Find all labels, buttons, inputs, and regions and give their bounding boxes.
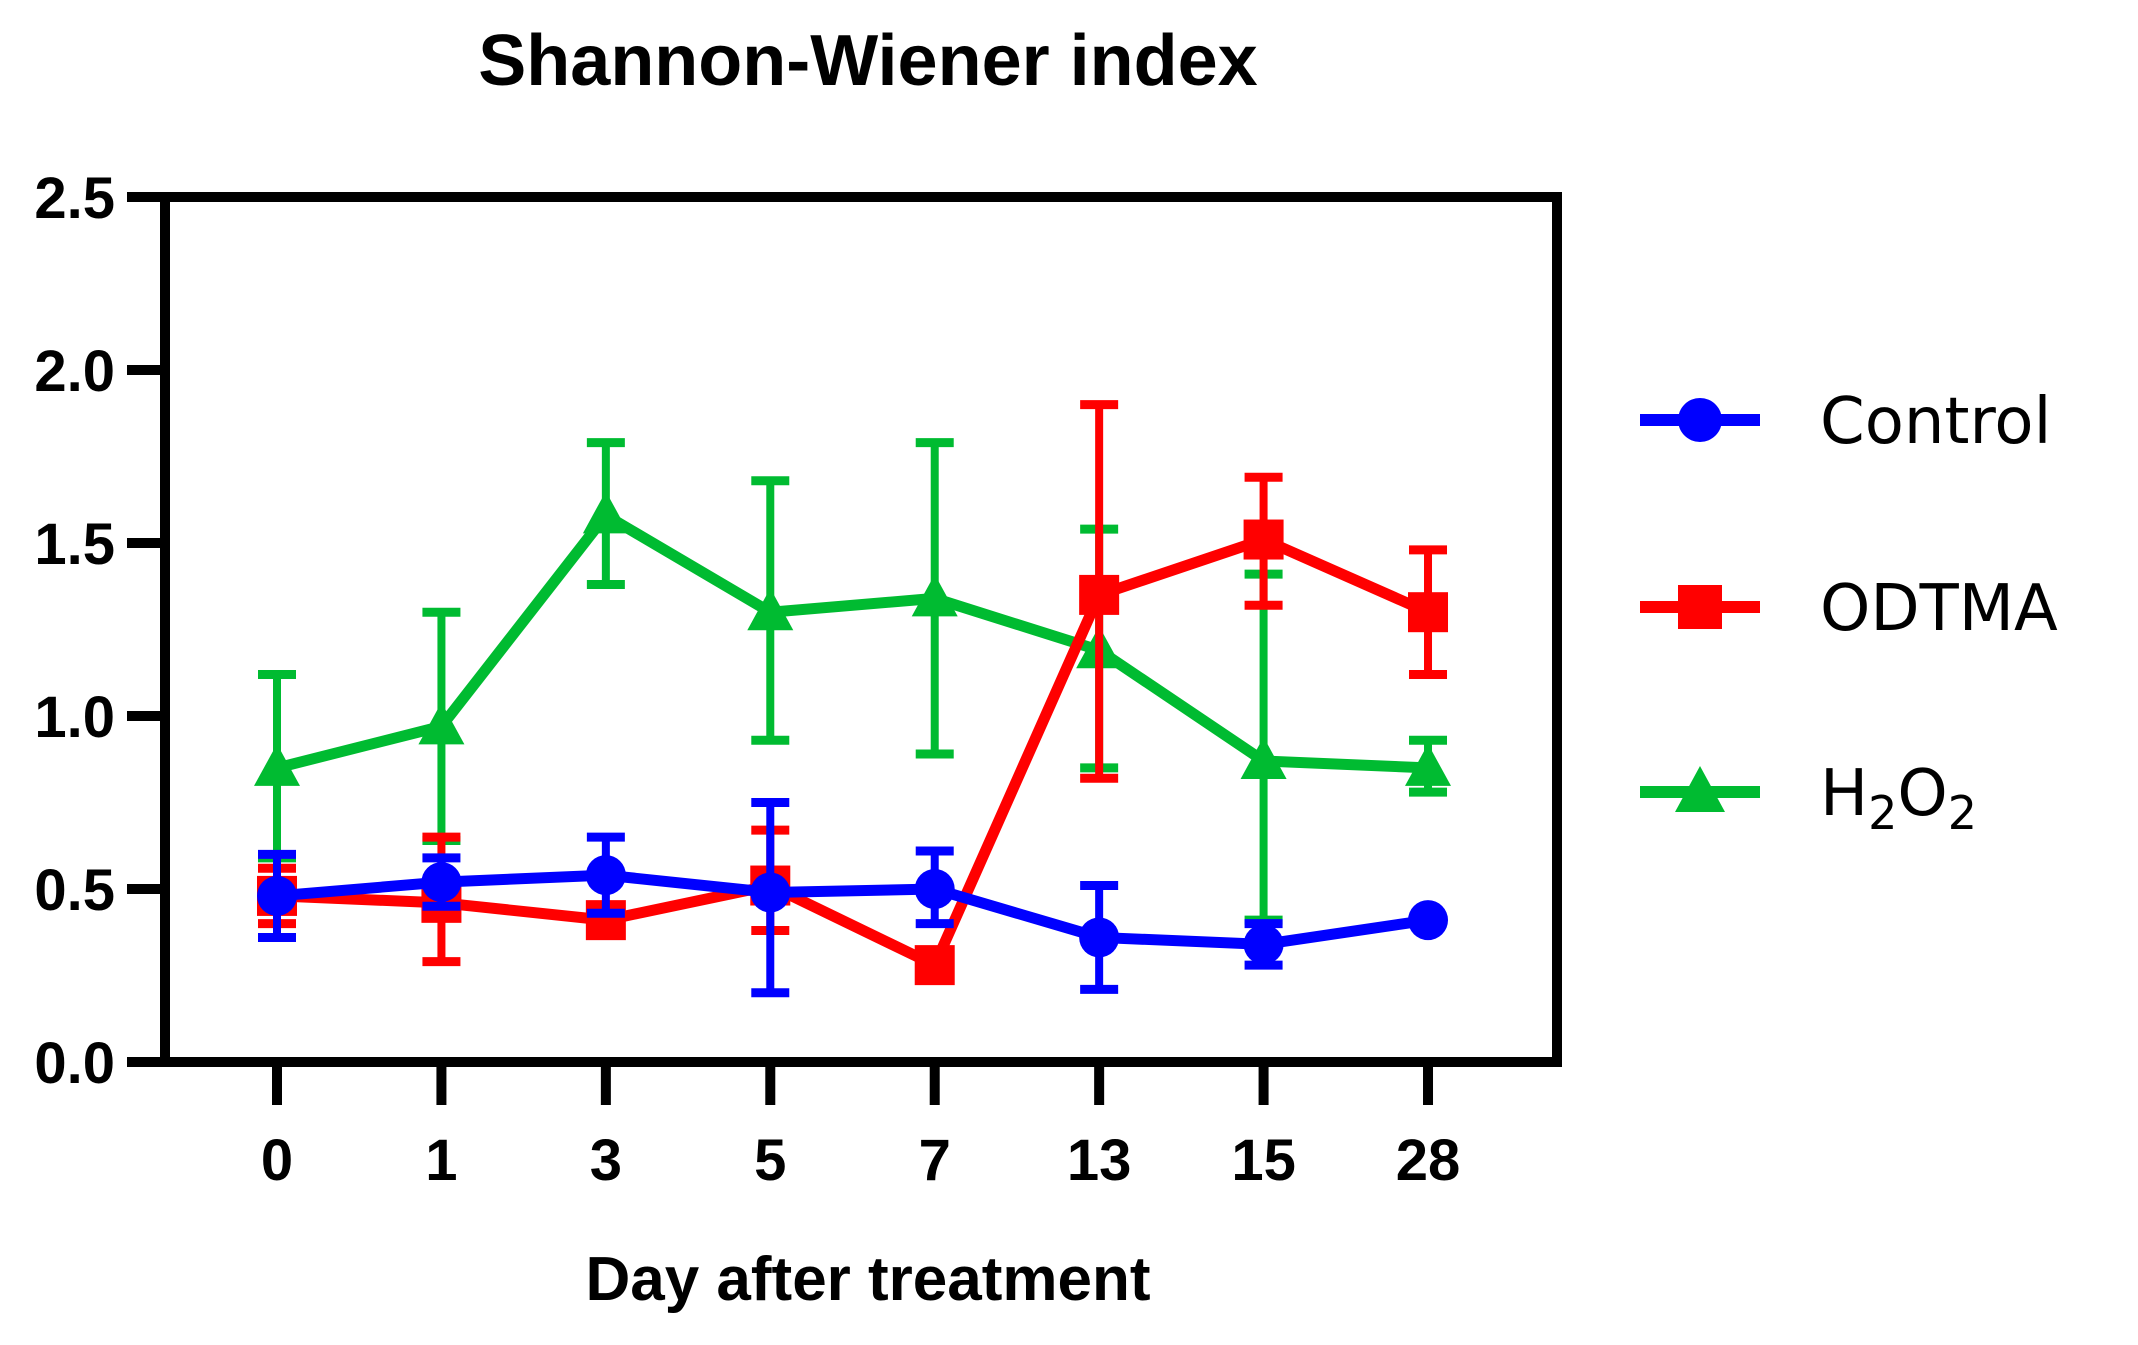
data-point-marker — [1408, 900, 1449, 941]
x-axis-label: Day after treatment — [585, 1245, 1150, 1314]
series-odtma — [257, 400, 1449, 986]
legend-marker-triangle — [1675, 766, 1725, 812]
plot-frame — [160, 192, 1562, 1067]
legend: Control ODTMA H2O2 — [1640, 385, 2058, 840]
x-tick-label: 5 — [754, 1128, 786, 1193]
y-tick-label: 1.5 — [34, 512, 115, 577]
series-layer — [254, 400, 1452, 998]
legend-label-h2o2: H2O2 — [1820, 757, 1977, 840]
data-point-marker — [914, 945, 955, 986]
series-control — [257, 798, 1449, 998]
series-line — [276, 533, 1431, 973]
data-point-marker — [257, 875, 297, 916]
x-tick-label: 15 — [1231, 1128, 1296, 1193]
data-point-marker — [1243, 519, 1284, 560]
y-tick-label: 0.5 — [34, 858, 115, 923]
x-tick-label: 7 — [919, 1128, 951, 1193]
data-point-marker — [1408, 592, 1449, 633]
series-h2o2 — [254, 438, 1452, 925]
x-tick-label: 1 — [425, 1128, 457, 1193]
legend-label-control: Control — [1820, 385, 2051, 459]
data-point-marker — [1243, 924, 1284, 965]
legend-item-odtma: ODTMA — [1640, 572, 2058, 646]
x-tick-label: 0 — [261, 1128, 293, 1193]
legend-item-h2o2: H2O2 — [1640, 757, 1977, 840]
data-point-marker — [585, 855, 626, 896]
y-tick-label: 2.0 — [34, 339, 115, 404]
data-point-marker — [582, 491, 629, 534]
data-point-marker — [1240, 736, 1287, 779]
plot-area: 0.00.51.01.52.02.50 1 3 5 7 13 15 28 — [34, 166, 1562, 1193]
y-tick-label: 0.0 — [34, 1031, 115, 1096]
y-tick-label: 2.5 — [34, 166, 115, 231]
legend-item-control: Control — [1640, 385, 2051, 459]
legend-marker-square — [1678, 585, 1722, 629]
x-tick-label: 13 — [1067, 1128, 1132, 1193]
x-tick-label: 3 — [590, 1128, 622, 1193]
series-line — [276, 869, 1429, 950]
data-point-marker — [750, 872, 791, 913]
data-point-marker — [911, 574, 958, 617]
data-point-marker — [747, 588, 794, 631]
legend-label-odtma: ODTMA — [1820, 572, 2058, 646]
data-point-marker — [914, 869, 955, 909]
data-point-marker — [1079, 917, 1120, 958]
y-tick-label: 1.0 — [34, 685, 115, 750]
chart-title: Shannon-Wiener index — [478, 21, 1257, 101]
x-tick-label: 28 — [1396, 1128, 1461, 1193]
data-point-marker — [254, 743, 300, 786]
legend-marker-circle — [1678, 398, 1722, 442]
series-line — [275, 508, 1429, 774]
data-point-marker — [1079, 574, 1120, 615]
data-point-marker — [418, 702, 465, 745]
data-point-marker — [421, 862, 462, 903]
data-point-marker — [1405, 743, 1452, 786]
